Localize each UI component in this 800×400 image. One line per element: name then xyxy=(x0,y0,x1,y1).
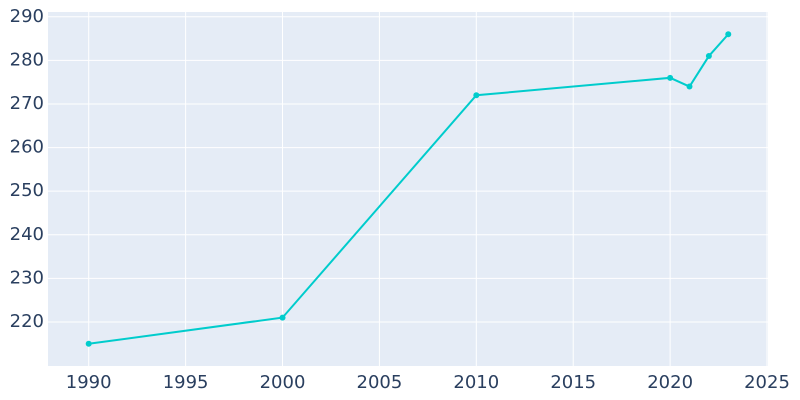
point xyxy=(705,53,712,60)
x-tick-label: 1995 xyxy=(163,372,209,393)
y-tick-label: 290 xyxy=(10,6,44,27)
point xyxy=(667,74,674,81)
point xyxy=(279,314,286,321)
point xyxy=(85,340,92,347)
y-tick-label: 280 xyxy=(10,49,44,70)
y-tick-label: 270 xyxy=(10,93,44,114)
x-tick-label: 2025 xyxy=(744,372,790,393)
x-tick-label: 2000 xyxy=(260,372,306,393)
point xyxy=(686,83,693,90)
y-tick-label: 220 xyxy=(10,311,44,332)
y-tick-label: 240 xyxy=(10,224,44,245)
x-tick-label: 2010 xyxy=(453,372,499,393)
point xyxy=(473,92,480,99)
x-tick-label: 2020 xyxy=(647,372,693,393)
y-tick-label: 230 xyxy=(10,267,44,288)
plot-area xyxy=(48,12,768,366)
x-tick-label: 1990 xyxy=(66,372,112,393)
x-tick-label: 2005 xyxy=(357,372,403,393)
y-tick-label: 260 xyxy=(10,137,44,158)
point xyxy=(725,31,732,38)
x-tick-label: 2015 xyxy=(550,372,596,393)
y-tick-label: 250 xyxy=(10,180,44,201)
